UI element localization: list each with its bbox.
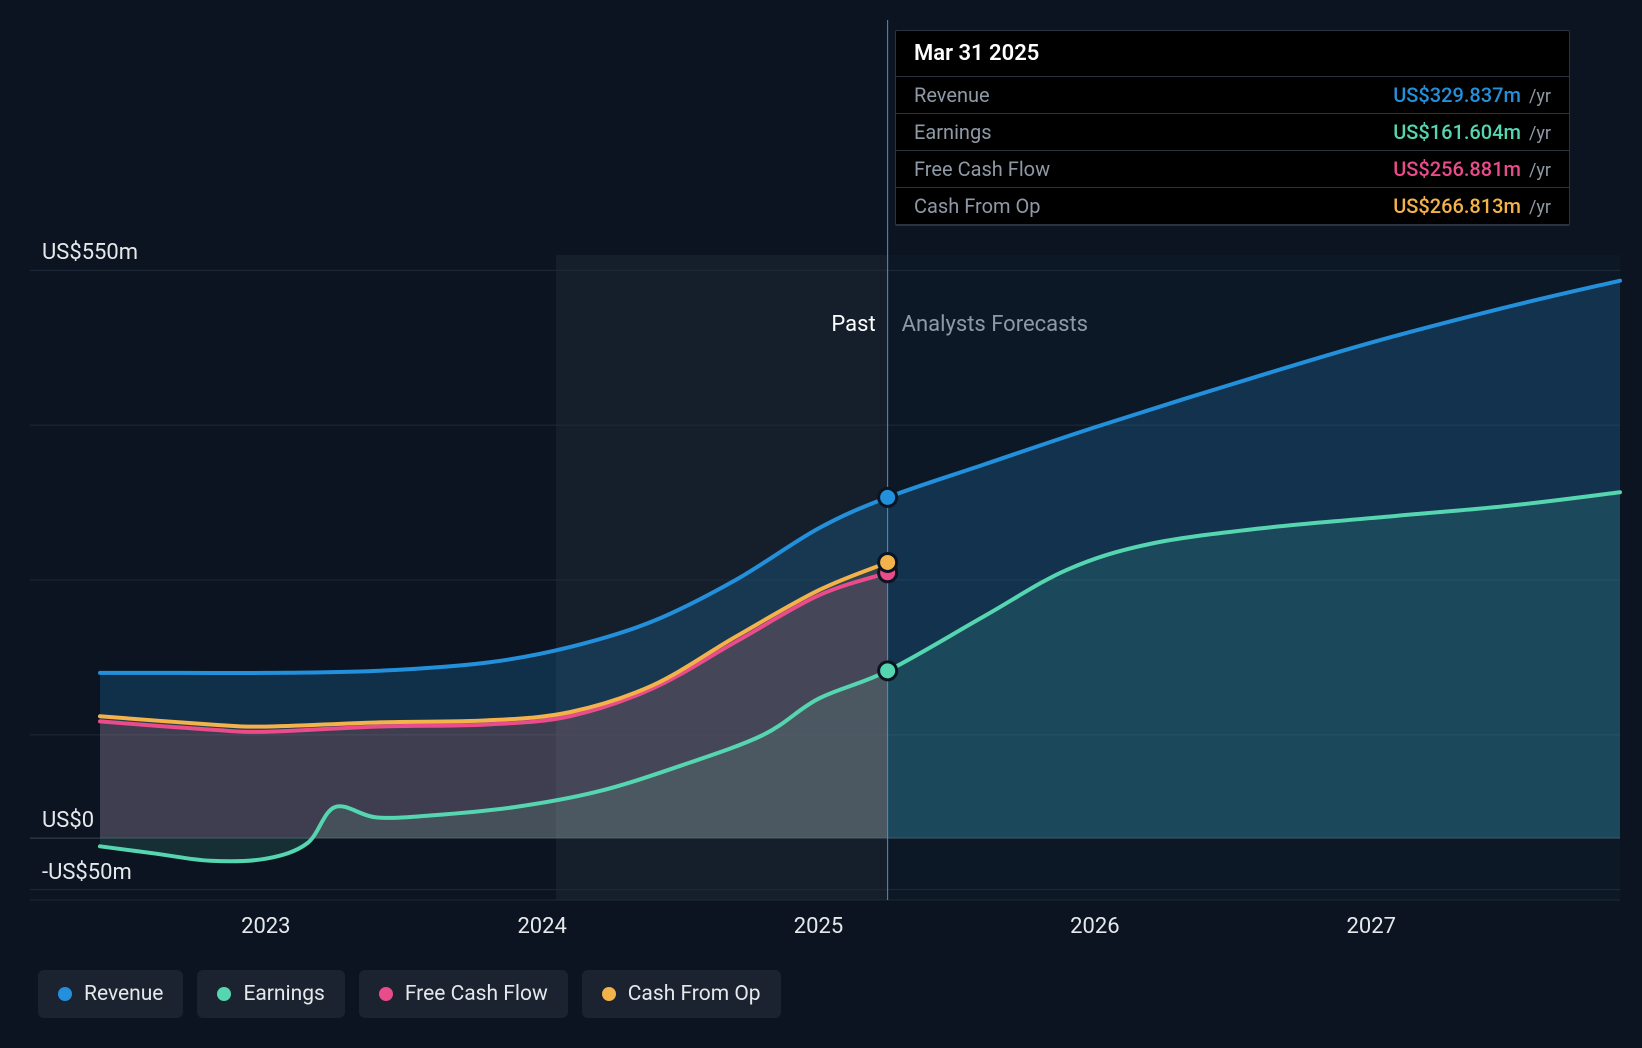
tooltip-row: Revenue US$329.837m/yr (896, 76, 1569, 113)
tooltip-row: Free Cash Flow US$256.881m/yr (896, 150, 1569, 187)
tooltip-metric-unit: /yr (1529, 197, 1551, 218)
x-axis-tick: 2025 (794, 914, 843, 939)
tooltip-metric-unit: /yr (1529, 86, 1551, 107)
region-label-past: Past (831, 312, 875, 337)
tooltip-metric-unit: /yr (1529, 123, 1551, 144)
chart-tooltip: Mar 31 2025 RevenueUS$329.837m/yrEarning… (895, 30, 1570, 226)
tooltip-row: Earnings US$161.604m/yr (896, 113, 1569, 150)
legend-item-label: Free Cash Flow (405, 982, 548, 1006)
y-axis-label: US$0 (42, 808, 94, 833)
legend-item-label: Cash From Op (628, 982, 761, 1006)
x-axis-tick: 2027 (1347, 914, 1396, 939)
tooltip-metric-label: Earnings (914, 120, 992, 144)
tooltip-metric-unit: /yr (1529, 160, 1551, 181)
legend-dot-icon (217, 987, 231, 1001)
tooltip-metric-value: US$329.837m (1393, 83, 1521, 107)
region-label-forecast: Analysts Forecasts (902, 312, 1088, 337)
legend-item-revenue[interactable]: Revenue (38, 970, 183, 1018)
tooltip-metric-value: US$266.813m (1393, 194, 1521, 218)
tooltip-metric-value: US$161.604m (1393, 120, 1521, 144)
tooltip-metric-value: US$256.881m (1393, 157, 1521, 181)
tooltip-row: Cash From Op US$266.813m/yr (896, 187, 1569, 225)
y-axis-label: -US$50m (42, 860, 132, 885)
legend-item-cfo[interactable]: Cash From Op (582, 970, 781, 1018)
tooltip-metric-label: Free Cash Flow (914, 157, 1050, 181)
y-axis-label: US$550m (42, 240, 138, 265)
legend-item-label: Revenue (84, 982, 163, 1006)
legend-dot-icon (602, 987, 616, 1001)
legend-item-fcf[interactable]: Free Cash Flow (359, 970, 568, 1018)
tooltip-metric-label: Revenue (914, 83, 990, 107)
legend-dot-icon (58, 987, 72, 1001)
legend-item-earnings[interactable]: Earnings (197, 970, 344, 1018)
tooltip-metric-label: Cash From Op (914, 194, 1040, 218)
earnings-chart: US$550mUS$0-US$50m 20232024202520262027 … (0, 0, 1642, 1048)
x-axis-tick: 2024 (517, 914, 566, 939)
tooltip-date: Mar 31 2025 (896, 31, 1569, 76)
x-axis-tick: 2026 (1070, 914, 1119, 939)
x-axis-tick: 2023 (241, 914, 290, 939)
legend-dot-icon (379, 987, 393, 1001)
chart-legend: Revenue Earnings Free Cash Flow Cash From O… (38, 970, 781, 1018)
legend-item-label: Earnings (243, 982, 324, 1006)
